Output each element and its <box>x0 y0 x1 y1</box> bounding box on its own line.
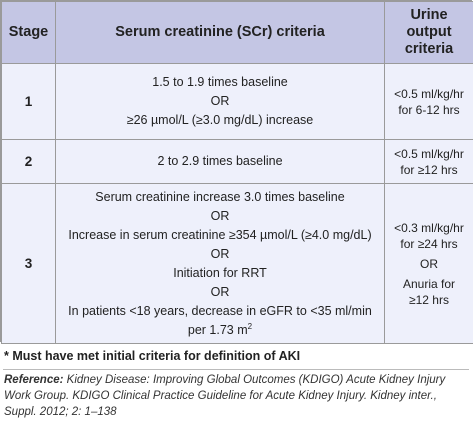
header-serum-creatinine: Serum creatinine (SCr) criteria <box>55 1 385 64</box>
table-row-stage-3: 3 Serum creatinine increase 3.0 times ba… <box>1 183 473 344</box>
table-row-stage-1: 1 1.5 to 1.9 times baseline OR ≥26 µmol/… <box>1 63 473 140</box>
table-row-stage-2: 2 2 to 2.9 times baseline <0.5 ml/kg/hr … <box>1 139 473 184</box>
header-urine-output: Urine output criteria <box>384 1 473 64</box>
criteria-line-bsa: per 1.73 m2 <box>60 321 380 340</box>
scr-criteria-cell: 2 to 2.9 times baseline <box>55 139 385 184</box>
scr-criteria-cell: 1.5 to 1.9 times baseline OR ≥26 µmol/L … <box>55 63 385 140</box>
reference-citation: Reference: Kidney Disease: Improving Glo… <box>4 372 468 420</box>
urine-criteria-cell: <0.5 ml/kg/hr for 6-12 hrs <box>384 63 473 140</box>
divider <box>3 369 469 370</box>
criteria-line: ≥26 µmol/L (≥3.0 mg/dL) increase <box>126 113 314 127</box>
reference-label: Reference: <box>4 374 64 386</box>
criteria-or: OR <box>210 246 230 261</box>
criteria-or: OR <box>210 94 230 108</box>
aki-staging-table: Stage Serum creatinine (SCr) criteria Ur… <box>1 1 473 344</box>
header-urine-line: Urine <box>410 7 448 23</box>
urine-line: for ≥12 hrs <box>400 162 458 177</box>
criteria-line: Increase in serum creatinine ≥354 µmol/L… <box>68 227 372 242</box>
urine-or: OR <box>420 256 438 271</box>
aki-definition-footnote: * Must have met initial criteria for def… <box>4 349 301 363</box>
header-urine-line: output <box>406 24 452 40</box>
stage-cell: 3 <box>1 183 56 344</box>
bsa-text: per 1.73 m <box>187 322 248 337</box>
urine-line: <0.5 ml/kg/hr <box>394 146 464 161</box>
header-stage: Stage <box>1 1 56 64</box>
aki-staging-table-container: Stage Serum creatinine (SCr) criteria Ur… <box>0 0 473 344</box>
criteria-line: Initiation for RRT <box>173 265 267 280</box>
criteria-line: In patients <18 years, decrease in eGFR … <box>68 303 372 318</box>
urine-line: <0.3 ml/kg/hr <box>394 220 464 235</box>
criteria-or: OR <box>210 208 230 223</box>
urine-criteria-cell: <0.5 ml/kg/hr for ≥12 hrs <box>384 139 473 184</box>
urine-line: ≥12 hrs <box>409 292 449 307</box>
header-urine-line: criteria <box>404 41 454 57</box>
urine-line: <0.5 ml/kg/hr <box>394 86 464 101</box>
scr-criteria-cell: Serum creatinine increase 3.0 times base… <box>55 183 385 344</box>
urine-line: for ≥24 hrs <box>400 236 458 251</box>
criteria-line: Serum creatinine increase 3.0 times base… <box>95 189 345 204</box>
table-header-row: Stage Serum creatinine (SCr) criteria Ur… <box>1 1 473 64</box>
urine-line: Anuria for <box>402 276 456 291</box>
urine-line: for 6-12 hrs <box>398 102 460 117</box>
criteria-line: 1.5 to 1.9 times baseline <box>152 75 288 89</box>
stage-cell: 2 <box>1 139 56 184</box>
criteria-or: OR <box>210 284 230 299</box>
bsa-superscript: 2 <box>247 321 253 331</box>
criteria-line: 2 to 2.9 times baseline <box>157 154 283 168</box>
reference-text: Kidney Disease: Improving Global Outcome… <box>4 374 446 418</box>
urine-criteria-cell: <0.3 ml/kg/hr for ≥24 hrs OR Anuria for … <box>384 183 473 344</box>
stage-cell: 1 <box>1 63 56 140</box>
